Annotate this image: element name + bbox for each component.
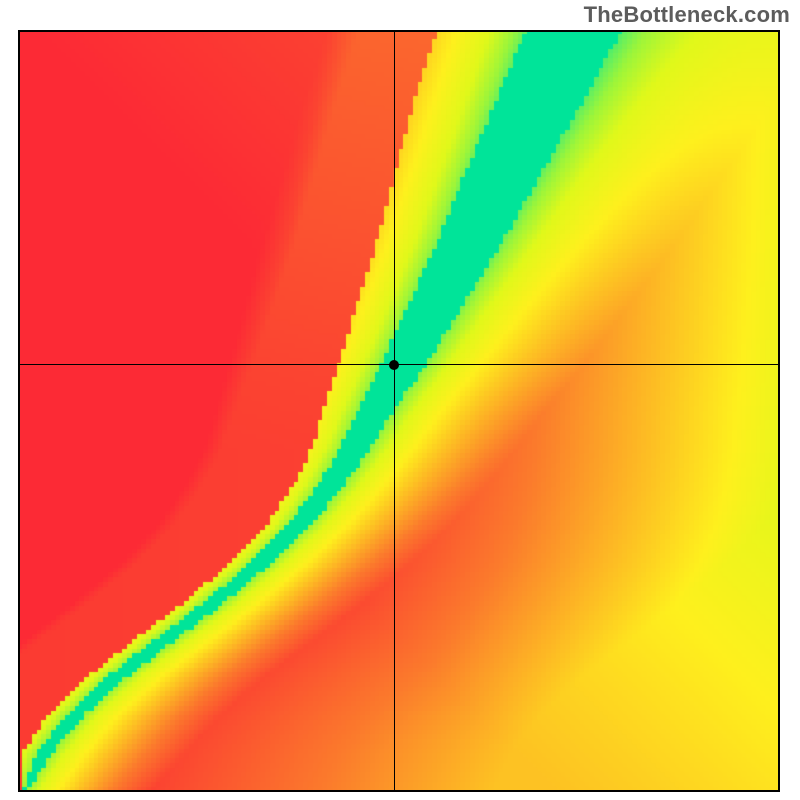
watermark-text: TheBottleneck.com (584, 2, 790, 28)
heatmap-canvas (18, 30, 780, 792)
heatmap-plot (18, 30, 780, 792)
